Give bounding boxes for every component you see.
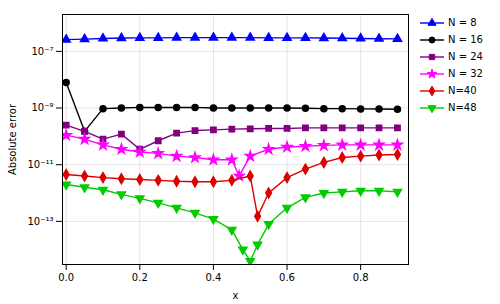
- html-text:N = 24: N = 24: [448, 51, 483, 62]
- html-text:N = 32: N = 32: [448, 68, 483, 79]
- svg-text:10⁻⁷: 10⁻⁷: [31, 46, 53, 57]
- svg-text:10⁻⁹: 10⁻⁹: [31, 102, 53, 113]
- svg-text:0.8: 0.8: [353, 272, 369, 283]
- html-text:N = 16: N = 16: [448, 34, 483, 45]
- html-text:N = 8: N = 8: [448, 17, 477, 28]
- svg-text:10⁻¹³: 10⁻¹³: [27, 216, 53, 227]
- html-text:N=40: N=40: [448, 85, 477, 96]
- svg-text:x: x: [233, 290, 239, 301]
- svg-text:0.2: 0.2: [132, 272, 148, 283]
- svg-text:0.0: 0.0: [58, 272, 74, 283]
- svg-text:0.4: 0.4: [205, 272, 221, 283]
- svg-text:0.6: 0.6: [279, 272, 295, 283]
- svg-text:Absolute error: Absolute error: [7, 103, 18, 175]
- svg-text:10⁻¹¹: 10⁻¹¹: [27, 159, 53, 170]
- html-text:N=48: N=48: [448, 102, 477, 113]
